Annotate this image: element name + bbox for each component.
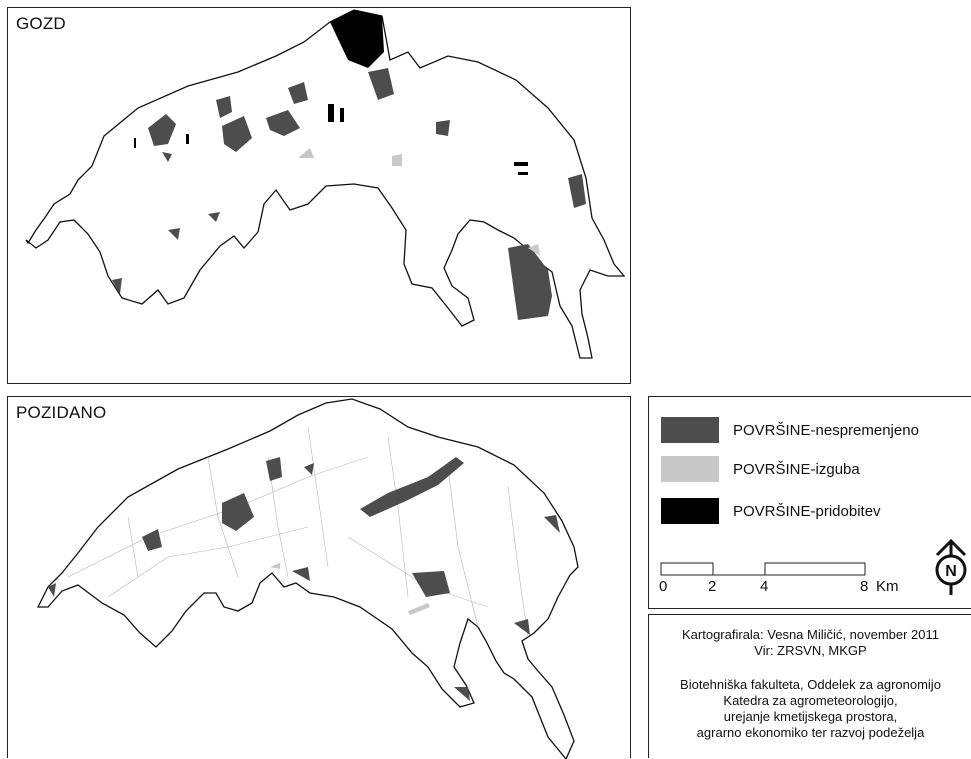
scale-tick-4: 4 — [760, 578, 769, 595]
legend-label-unchanged: POVRŠINE-nespremenjeno — [733, 421, 919, 439]
built-up-map-panel: POZIDANO — [7, 396, 631, 759]
forest-map-panel: GOZD — [7, 7, 631, 384]
legend-label-loss: POVRŠINE-izguba — [733, 460, 860, 478]
credits-author: Kartografirala: Vesna Miličić, november … — [682, 627, 939, 642]
built-up-loss-patches — [270, 563, 430, 615]
legend-swatch-gain — [661, 498, 719, 524]
north-arrow-icon: N — [935, 538, 967, 595]
forest-unchanged-patches — [112, 68, 586, 320]
scale-tick-2: 2 — [708, 578, 717, 595]
scale-bar — [660, 562, 866, 576]
legend-item-gain: POVRŠINE-pridobitev — [661, 498, 881, 524]
credits-chair-2: urejanje kmetijskega prostora, — [723, 709, 898, 724]
legend-item-loss: POVRŠINE-izguba — [661, 456, 860, 482]
credits-source: Vir: ZRSVN, MKGP — [754, 643, 867, 658]
scale-unit: Km — [876, 578, 899, 595]
built-up-map — [36, 398, 579, 759]
legend-swatch-loss — [661, 456, 719, 482]
built-up-map-title: POZIDANO — [16, 403, 107, 422]
credits-box: Kartografirala: Vesna Miličić, november … — [648, 614, 971, 758]
scale-tick-0: 0 — [659, 578, 668, 595]
forest-map-title: GOZD — [16, 14, 66, 33]
forest-map — [25, 9, 626, 359]
credits-chair-3: agrarno ekonomiko ter razvoj podeželja — [696, 725, 925, 740]
credits-institution: Biotehniška fakulteta, Oddelek za agrono… — [680, 677, 941, 692]
legend-swatch-unchanged — [661, 417, 719, 443]
legend-label-gain: POVRŠINE-pridobitev — [733, 502, 881, 520]
credits-chair-1: Katedra za agrometeorologijo, — [723, 693, 898, 708]
forest-gain-patches — [134, 10, 528, 175]
built-up-unchanged-patches — [48, 457, 560, 701]
north-arrow-label: N — [945, 563, 957, 580]
forest-loss-patches — [298, 148, 540, 256]
legend-item-unchanged: POVRŠINE-nespremenjeno — [661, 417, 919, 443]
scale-tick-8: 8 — [860, 578, 869, 595]
map-legend: POVRŠINE-nespremenjeno POVRŠINE-izguba P… — [648, 396, 971, 609]
